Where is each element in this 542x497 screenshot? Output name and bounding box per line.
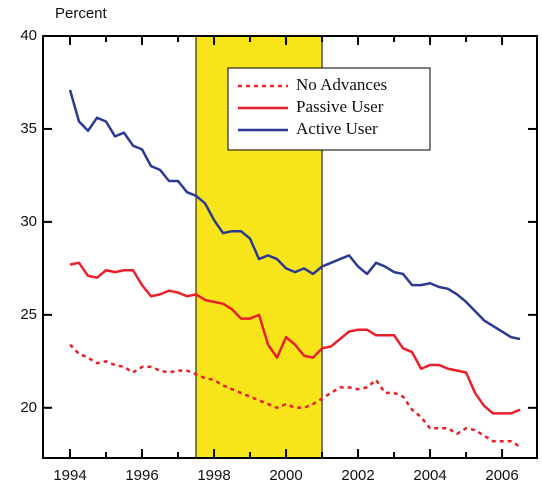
- x-tick-label: 2000: [269, 467, 302, 484]
- y-tick-label: 30: [20, 213, 37, 230]
- plot-frame: [42, 35, 538, 459]
- legend-label: Active User: [296, 119, 378, 138]
- series-line: [68, 89, 521, 341]
- series-line: [69, 343, 521, 448]
- y-tick-label: 25: [20, 306, 37, 323]
- y-tick-label: 20: [20, 399, 37, 416]
- series-line: [69, 261, 521, 415]
- x-tick-label: 1998: [197, 467, 230, 484]
- y-axis-label: Percent: [55, 5, 108, 22]
- x-tick-label: 1994: [53, 467, 86, 484]
- y-tick-label: 35: [20, 120, 37, 137]
- y-tick-label: 40: [20, 27, 37, 44]
- legend-label: No Advances: [296, 75, 387, 94]
- x-tick-label: 2006: [485, 467, 518, 484]
- x-tick-label: 2004: [413, 467, 446, 484]
- x-tick-label: 1996: [125, 467, 158, 484]
- x-tick-label: 2002: [341, 467, 374, 484]
- legend-label: Passive User: [296, 97, 384, 116]
